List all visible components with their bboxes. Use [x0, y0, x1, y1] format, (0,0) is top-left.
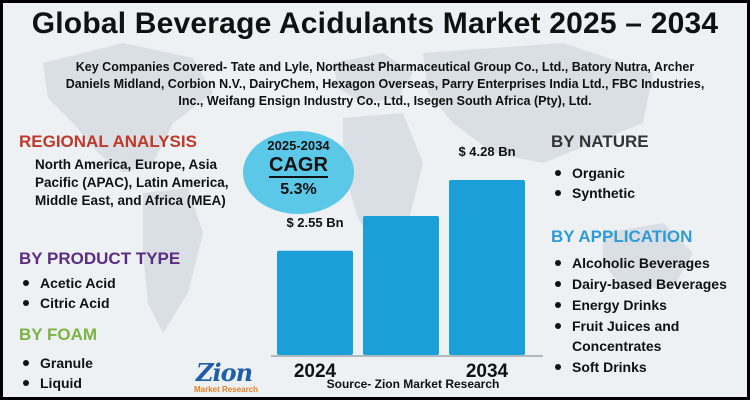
- logo-subtitle: Market Research: [194, 385, 259, 394]
- list-item: Alcoholic Beverages: [551, 253, 741, 273]
- bar: [363, 215, 439, 355]
- nature-list: Organic Synthetic: [551, 163, 635, 203]
- list-item: Fruit Juices and Concentrates: [551, 316, 741, 356]
- regional-analysis-text: North America, Europe, Asia Pacific (APA…: [35, 157, 229, 208]
- source-text: Source- Zion Market Research: [326, 377, 500, 391]
- year-label: 2024: [293, 361, 337, 382]
- list-item: Organic: [551, 163, 635, 183]
- bar: [277, 250, 353, 355]
- cagr-label: CAGR: [269, 154, 328, 178]
- nature-heading: BY NATURE: [551, 132, 649, 151]
- list-item: Citric Acid: [19, 293, 116, 313]
- zion-logo: Zion Market Research: [190, 358, 270, 397]
- foam-list: Granule Liquid: [19, 353, 93, 393]
- application-heading: BY APPLICATION: [551, 227, 693, 246]
- list-item: Energy Drinks: [551, 295, 741, 315]
- list-item: Dairy-based Beverages: [551, 274, 741, 294]
- list-item: Acetic Acid: [19, 273, 116, 293]
- cagr-badge: 2025-2034 CAGR 5.3%: [243, 131, 354, 214]
- regional-analysis-heading: REGIONAL ANALYSIS: [19, 132, 197, 151]
- list-item: Granule: [19, 353, 93, 373]
- bar-value-label: $ 2.55 Bn: [286, 214, 344, 230]
- logo-name: Zion: [196, 358, 253, 387]
- chart-baseline: [271, 355, 543, 357]
- bar: [449, 180, 525, 355]
- page-title: Global Beverage Acidulants Market 2025 –…: [31, 7, 719, 40]
- bar-value-label: $ 4.28 Bn: [458, 144, 516, 159]
- bar-chart: [277, 180, 525, 355]
- list-item: Synthetic: [551, 183, 635, 203]
- cagr-value: 5.3%: [280, 181, 317, 198]
- cagr-period: 2025-2034: [267, 138, 330, 153]
- product-type-list: Acetic Acid Citric Acid: [19, 273, 116, 313]
- application-list: Alcoholic Beverages Dairy-based Beverage…: [551, 253, 741, 378]
- product-type-heading: BY PRODUCT TYPE: [19, 249, 181, 268]
- year-label: 2034: [465, 361, 509, 382]
- key-companies-text: Key Companies Covered- Tate and Lyle, No…: [65, 60, 705, 108]
- foam-heading: BY FOAM: [19, 325, 98, 344]
- list-item: Liquid: [19, 373, 93, 393]
- list-item: Soft Drinks: [551, 357, 741, 377]
